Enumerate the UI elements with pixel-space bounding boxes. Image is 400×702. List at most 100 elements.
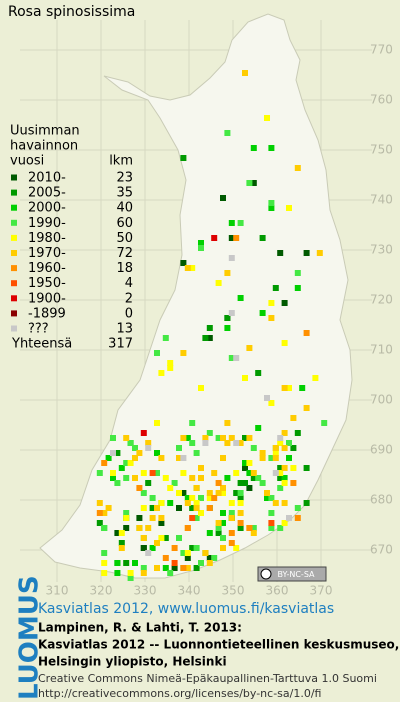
record-square [101,460,108,466]
record-square [184,565,191,571]
record-square [281,340,288,346]
record-square [303,250,310,256]
record-square [127,570,134,576]
legend-count: 18 [116,261,133,276]
record-square [206,490,213,496]
record-square [264,490,270,496]
record-square [198,560,204,566]
record-square [272,450,279,456]
record-square [206,495,213,501]
record-square [272,455,279,461]
record-square [220,490,226,496]
legend-label: 2010- [28,171,66,186]
record-square [294,505,301,511]
legend-swatch [11,234,17,241]
record-square [105,455,112,461]
record-square [132,455,138,461]
record-square [233,440,240,446]
record-square [250,530,257,536]
record-square [228,540,235,546]
record-square [224,270,231,276]
record-square [215,520,222,526]
record-square [149,515,156,521]
record-square [290,415,297,421]
record-square [149,470,156,476]
record-square [198,510,204,516]
record-square [215,490,222,496]
record-square [140,505,147,511]
record-square [154,565,160,571]
record-square [281,445,288,451]
record-square [220,545,226,551]
record-square [184,435,191,441]
record-square [220,435,226,441]
record-square [255,475,262,481]
legend-header: Uusimman [10,124,80,139]
license: Creative Commons Nimeä-Epäkaupallinen-Ta… [38,672,377,685]
record-square [250,180,257,186]
record-square [233,235,240,241]
record-square [250,145,257,151]
license-url[interactable]: http://creativecommons.org/licenses/by-n… [38,687,321,700]
record-square [118,545,125,551]
record-square [193,450,200,456]
record-square [268,455,275,461]
record-square [237,220,244,226]
record-square [272,285,279,291]
badge-box [257,566,327,582]
record-square [180,565,187,571]
y-tick-label: 710 [370,343,393,357]
record-square [189,495,196,501]
y-tick-label: 750 [370,143,393,157]
record-square [286,205,292,211]
record-square [140,535,147,541]
record-square [145,440,152,446]
record-square [242,435,248,441]
record-square [250,475,257,481]
record-square [167,365,174,371]
record-square [259,480,266,486]
record-square [101,525,108,531]
record-square [127,460,134,466]
record-square [154,350,160,356]
record-square [189,440,196,446]
record-square [114,450,121,456]
record-square [154,540,160,546]
record-square [167,485,174,491]
title: Rosa spinosissima [8,4,135,20]
record-square [96,510,103,516]
cc-icon [260,568,272,580]
record-square [224,325,231,331]
record-square [184,550,191,556]
record-square [198,495,204,501]
link[interactable]: Kasviatlas 2012, www.luomus.fi/kasviatla… [38,601,334,617]
record-square [277,485,284,491]
record-square [154,505,160,511]
record-square [277,435,284,441]
record-square [114,480,121,486]
record-square [220,520,226,526]
record-square [277,525,284,531]
record-square [242,460,248,466]
x-tick-label: 350 [222,584,245,598]
legend-count: 4 [125,276,133,291]
record-square [264,115,270,121]
record-square [189,505,196,511]
legend-count: 40 [116,201,133,216]
record-square [105,505,112,511]
record-square [281,500,288,506]
record-square [110,450,116,456]
record-square [162,535,169,541]
record-square [237,295,244,301]
record-square [294,430,301,436]
record-square [281,480,288,486]
record-square [259,455,266,461]
record-square [167,500,174,506]
x-tick-label: 370 [310,584,333,598]
record-square [259,450,266,456]
record-square [250,470,257,476]
record-square [132,445,138,451]
legend-label: 1990- [28,216,66,231]
finland-outline [39,13,353,579]
record-square [167,360,174,366]
